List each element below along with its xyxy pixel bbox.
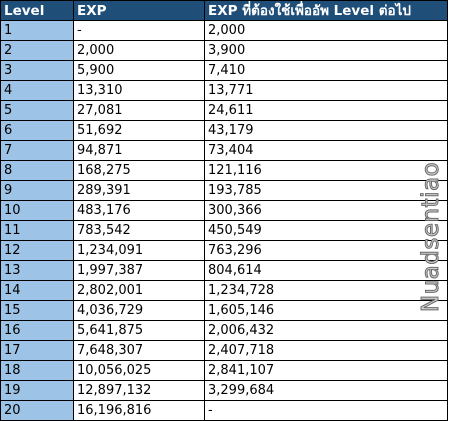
level-cell: 14 bbox=[0, 280, 74, 301]
exp-cell: 94,871 bbox=[73, 140, 205, 161]
exp-next-cell: 73,404 bbox=[204, 140, 448, 161]
exp-next-cell: 2,000 bbox=[204, 20, 448, 41]
table-row: 18 10,056,025 2,841,107 bbox=[0, 360, 448, 381]
level-cell: 15 bbox=[0, 300, 74, 321]
exp-next-cell: 3,299,684 bbox=[204, 380, 448, 401]
exp-cell: 51,692 bbox=[73, 120, 205, 141]
level-cell: 8 bbox=[0, 160, 74, 181]
table-row: 5 27,081 24,611 bbox=[0, 100, 448, 121]
level-cell: 7 bbox=[0, 140, 74, 161]
exp-next-cell: 3,900 bbox=[204, 40, 448, 61]
exp-cell: 2,000 bbox=[73, 40, 205, 61]
exp-next-cell: 2,006,432 bbox=[204, 320, 448, 341]
table-row: 19 12,897,132 3,299,684 bbox=[0, 380, 448, 401]
level-cell: 1 bbox=[0, 20, 74, 41]
exp-next-cell: 2,407,718 bbox=[204, 340, 448, 361]
level-cell: 13 bbox=[0, 260, 74, 281]
exp-cell: 5,900 bbox=[73, 60, 205, 81]
table-row: 13 1,997,387 804,614 bbox=[0, 260, 448, 281]
exp-next-cell: 121,116 bbox=[204, 160, 448, 181]
table-row: 9 289,391 193,785 bbox=[0, 180, 448, 201]
table-row: 7 94,871 73,404 bbox=[0, 140, 448, 161]
level-cell: 10 bbox=[0, 200, 74, 221]
exp-cell: 16,196,816 bbox=[73, 400, 205, 421]
table-row: 3 5,900 7,410 bbox=[0, 60, 448, 81]
exp-cell: 2,802,001 bbox=[73, 280, 205, 301]
exp-cell: 12,897,132 bbox=[73, 380, 205, 401]
header-exp-to-next-level: EXP ที่ต้องใช้เพื่ออัพ Level ต่อไป bbox=[204, 0, 448, 21]
table-row: 4 13,310 13,771 bbox=[0, 80, 448, 101]
level-cell: 16 bbox=[0, 320, 74, 341]
table-row: 15 4,036,729 1,605,146 bbox=[0, 300, 448, 321]
exp-next-cell: 2,841,107 bbox=[204, 360, 448, 381]
exp-next-cell: 1,234,728 bbox=[204, 280, 448, 301]
exp-cell: 5,641,875 bbox=[73, 320, 205, 341]
table-row: 16 5,641,875 2,006,432 bbox=[0, 320, 448, 341]
exp-cell: 289,391 bbox=[73, 180, 205, 201]
table-row: 14 2,802,001 1,234,728 bbox=[0, 280, 448, 301]
table-row: 2 2,000 3,900 bbox=[0, 40, 448, 61]
exp-next-cell: 24,611 bbox=[204, 100, 448, 121]
level-cell: 17 bbox=[0, 340, 74, 361]
exp-next-cell: 13,771 bbox=[204, 80, 448, 101]
exp-next-cell: 763,296 bbox=[204, 240, 448, 261]
exp-cell: 4,036,729 bbox=[73, 300, 205, 321]
level-cell: 3 bbox=[0, 60, 74, 81]
level-cell: 11 bbox=[0, 220, 74, 241]
exp-next-cell: 804,614 bbox=[204, 260, 448, 281]
exp-cell: 1,234,091 bbox=[73, 240, 205, 261]
level-cell: 12 bbox=[0, 240, 74, 261]
table-row: 20 16,196,816- bbox=[0, 400, 448, 421]
table-row: 11 783,542 450,549 bbox=[0, 220, 448, 241]
level-cell: 2 bbox=[0, 40, 74, 61]
level-cell: 18 bbox=[0, 360, 74, 381]
exp-next-cell: 1,605,146 bbox=[204, 300, 448, 321]
header-row: Level EXP EXP ที่ต้องใช้เพื่ออัพ Level ต… bbox=[0, 0, 448, 21]
exp-next-cell: 300,366 bbox=[204, 200, 448, 221]
exp-next-cell: 43,179 bbox=[204, 120, 448, 141]
exp-cell: 7,648,307 bbox=[73, 340, 205, 361]
level-cell: 20 bbox=[0, 400, 74, 421]
exp-next-cell: - bbox=[204, 400, 448, 421]
table-row: 10 483,176 300,366 bbox=[0, 200, 448, 221]
exp-next-cell: 193,785 bbox=[204, 180, 448, 201]
exp-cell: 10,056,025 bbox=[73, 360, 205, 381]
table-row: 6 51,692 43,179 bbox=[0, 120, 448, 141]
exp-cell: - bbox=[73, 20, 205, 41]
level-cell: 6 bbox=[0, 120, 74, 141]
table-row: 1-2,000 bbox=[0, 20, 448, 41]
exp-cell: 168,275 bbox=[73, 160, 205, 181]
header-exp: EXP bbox=[73, 0, 205, 21]
exp-cell: 1,997,387 bbox=[73, 260, 205, 281]
level-cell: 9 bbox=[0, 180, 74, 201]
exp-cell: 783,542 bbox=[73, 220, 205, 241]
exp-next-cell: 7,410 bbox=[204, 60, 448, 81]
table-row: 17 7,648,307 2,407,718 bbox=[0, 340, 448, 361]
table-row: 12 1,234,091 763,296 bbox=[0, 240, 448, 261]
exp-next-cell: 450,549 bbox=[204, 220, 448, 241]
level-cell: 19 bbox=[0, 380, 74, 401]
exp-cell: 13,310 bbox=[73, 80, 205, 101]
exp-cell: 483,176 bbox=[73, 200, 205, 221]
header-level: Level bbox=[0, 0, 74, 21]
level-cell: 4 bbox=[0, 80, 74, 101]
exp-cell: 27,081 bbox=[73, 100, 205, 121]
table-row: 8 168,275 121,116 bbox=[0, 160, 448, 181]
level-cell: 5 bbox=[0, 100, 74, 121]
